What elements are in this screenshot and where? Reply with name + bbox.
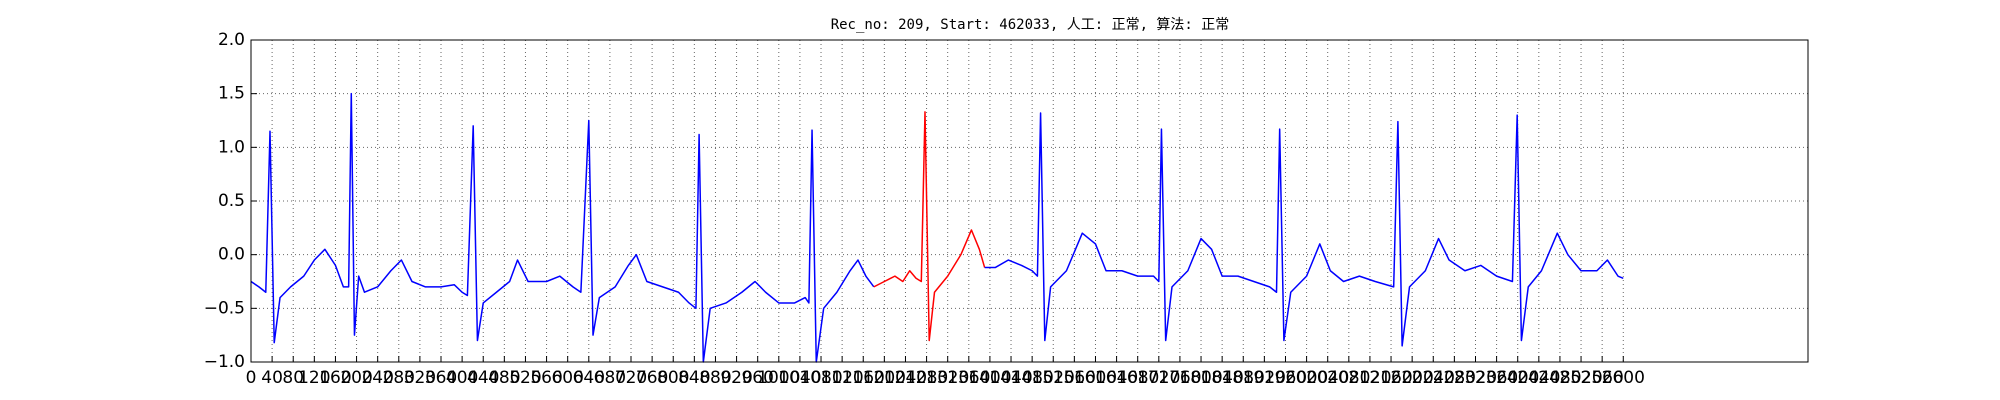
x-tick-label: 1640: [1095, 368, 1138, 388]
x-tick-label: 2480: [1538, 368, 1581, 388]
x-tick-label: 200: [340, 368, 372, 388]
x-tick-label: 400: [446, 368, 478, 388]
x-tick-label: 800: [657, 368, 689, 388]
x-tick-label: 1320: [926, 368, 969, 388]
x-tick-label: 2200: [1391, 368, 1434, 388]
x-tick-label: 760: [636, 368, 668, 388]
x-tick-label: 320: [404, 368, 436, 388]
y-tick-label: −0.5: [204, 298, 245, 318]
x-tick-label: 1160: [842, 368, 885, 388]
x-tick-label: 1840: [1201, 368, 1244, 388]
ecg-line: [873, 111, 986, 342]
x-tick-label: 720: [615, 368, 647, 388]
x-tick-label: 1120: [820, 368, 863, 388]
x-tick-label: 2280: [1433, 368, 1476, 388]
y-tick-label: −1.0: [204, 352, 245, 372]
x-tick-label: 640: [573, 368, 605, 388]
x-tick-label: 1560: [1053, 368, 1096, 388]
x-tick-label: 1880: [1222, 368, 1265, 388]
x-tick-label: 280: [383, 368, 415, 388]
x-tick-label: 2240: [1412, 368, 1455, 388]
x-tick-label: 1240: [884, 368, 927, 388]
y-tick-label: 1.5: [218, 84, 245, 104]
x-tick-label: 1680: [1116, 368, 1159, 388]
x-tick-label: 160: [319, 368, 351, 388]
x-tick-label: 1040: [778, 368, 821, 388]
x-tick-label: 1480: [1011, 368, 1054, 388]
y-tick-label: 1.0: [218, 137, 245, 157]
x-tick-label: 560: [530, 368, 562, 388]
x-tick-label: 240: [361, 368, 393, 388]
x-tick-label: 480: [488, 368, 520, 388]
x-tick-label: 1000: [757, 368, 800, 388]
x-tick-label: 680: [594, 368, 626, 388]
ecg-line: [984, 112, 1624, 347]
x-tick-label: 1200: [863, 368, 906, 388]
x-tick-label: 120: [298, 368, 330, 388]
x-tick-label: 0: [246, 368, 257, 388]
ecg-line: [250, 92, 875, 363]
x-tick-label: 2080: [1327, 368, 1370, 388]
x-tick-label: 1440: [989, 368, 1032, 388]
x-tick-label: 2400: [1496, 368, 1539, 388]
x-tick-label: 2440: [1517, 368, 1560, 388]
y-tick-label: 0.0: [218, 245, 245, 265]
plot-frame: [250, 39, 1809, 363]
y-tick-label: 0.5: [218, 191, 245, 211]
x-tick-label: 1400: [968, 368, 1011, 388]
x-tick-label: 840: [678, 368, 710, 388]
x-tick-label: 2560: [1581, 368, 1624, 388]
x-tick-label: 1360: [947, 368, 990, 388]
x-tick-label: 440: [467, 368, 499, 388]
x-tick-label: 600: [551, 368, 583, 388]
x-tick-label: 1080: [799, 368, 842, 388]
x-tick-label: 2320: [1454, 368, 1497, 388]
x-tick-label: 80: [282, 368, 304, 388]
x-tick-label: 2520: [1559, 368, 1602, 388]
x-tick-label: 40: [261, 368, 283, 388]
x-tick-label: 2040: [1306, 368, 1349, 388]
x-tick-label: 2160: [1369, 368, 1412, 388]
x-tick-label: 960: [741, 368, 773, 388]
x-tick-label: 2360: [1475, 368, 1518, 388]
x-tick-label: 2600: [1602, 368, 1645, 388]
x-tick-label: 1960: [1264, 368, 1307, 388]
x-tick-label: 2000: [1285, 368, 1328, 388]
x-tick-label: 1920: [1243, 368, 1286, 388]
chart-title: Rec_no: 209, Start: 462033, 人工: 正常, 算法: …: [831, 17, 1230, 33]
y-tick-label: 2.0: [218, 30, 245, 50]
x-tick-label: 920: [720, 368, 752, 388]
x-tick-label: 1520: [1032, 368, 1075, 388]
x-tick-label: 1800: [1179, 368, 1222, 388]
x-tick-label: 1760: [1158, 368, 1201, 388]
x-tick-label: 1600: [1074, 368, 1117, 388]
x-tick-label: 520: [509, 368, 541, 388]
x-tick-label: 1720: [1137, 368, 1180, 388]
x-tick-label: 880: [699, 368, 731, 388]
x-tick-label: 2120: [1348, 368, 1391, 388]
x-tick-label: 360: [425, 368, 457, 388]
x-tick-label: 1280: [905, 368, 948, 388]
